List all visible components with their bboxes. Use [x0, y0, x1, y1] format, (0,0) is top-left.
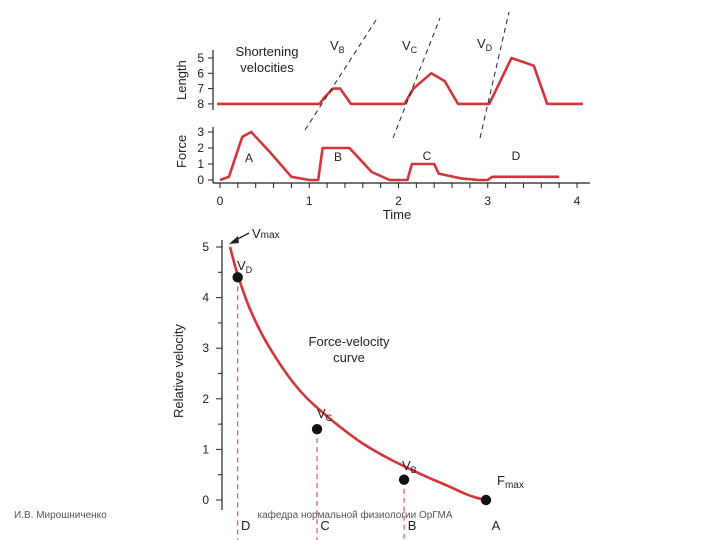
force-y-tick-label: 3: [197, 125, 204, 139]
fv-x-category-label: A: [492, 518, 501, 533]
force-x-tick-label: 1: [306, 194, 313, 208]
fv-x-category-label: C: [320, 518, 329, 533]
fv-y-tick-label: 2: [202, 392, 209, 406]
force-x-tick-label: 3: [484, 194, 491, 208]
fv-x-category-label: D: [241, 518, 250, 533]
length-axis-label: Length: [174, 60, 189, 100]
vc-velocity-label: VC: [402, 38, 418, 55]
vb-point-label: VB: [402, 458, 417, 475]
vb-tangent-line: [304, 16, 379, 131]
length-tick-label: 6: [197, 66, 204, 80]
length-ticks: 56 78: [197, 51, 213, 111]
fv-data-point: [311, 423, 323, 435]
force-velocity-panel: Relative velocity 0 1 2 3 4 5 D C B A Force-velo…: [171, 226, 524, 540]
length-panel-title-line2: velocities: [240, 60, 294, 75]
time-axis-label: Time: [383, 207, 411, 222]
length-tick-label: 8: [197, 97, 204, 111]
segment-label-b: B: [334, 150, 342, 164]
fv-data-point: [232, 272, 243, 283]
fv-drop-lines: [237, 277, 405, 540]
vd-velocity-label: VD: [477, 36, 493, 53]
segment-label-c: C: [423, 149, 432, 163]
fv-data-point: [480, 494, 492, 506]
force-panel: Force 0 1 2 3 0 1 2 3 4 A B C D Time: [174, 125, 590, 222]
force-trace: [219, 130, 560, 182]
footer-department: кафедра нормальной физиологии ОрГМА: [258, 509, 453, 521]
fv-y-tick-label: 0: [202, 493, 209, 507]
force-y-tick-label: 0: [197, 173, 204, 187]
vb-velocity-label: VB: [330, 38, 345, 55]
force-x-tick-label: 2: [395, 194, 402, 208]
vc-tangent-line: [392, 17, 441, 139]
length-trace: [217, 56, 583, 106]
force-axis-label: Force: [174, 135, 189, 168]
force-y-tick-label: 1: [197, 157, 204, 171]
fv-y-tick-label: 5: [202, 240, 209, 254]
fv-y-tick-label: 4: [202, 291, 209, 305]
fv-x-category-label: B: [408, 518, 417, 533]
force-ticks: 0 1 2 3 0 1 2 3 4: [197, 125, 580, 208]
fv-y-tick-label: 3: [202, 341, 209, 355]
fv-title-line2: curve: [333, 350, 365, 365]
fv-ticks: 0 1 2 3 4 5: [202, 240, 222, 507]
fv-title-line1: Force-velocity: [309, 334, 390, 349]
length-tick-label: 7: [197, 82, 204, 96]
fv-y-tick-label: 1: [202, 442, 209, 456]
vd-point-label: VD: [237, 258, 253, 275]
vmax-label: Vmax: [252, 226, 280, 241]
vmax-arrow-head: [229, 236, 239, 244]
segment-label-d: D: [512, 149, 521, 163]
fv-data-point: [398, 474, 410, 485]
relative-velocity-axis-label: Relative velocity: [171, 324, 186, 418]
force-x-tick-label: 4: [574, 194, 581, 208]
segment-label-a: A: [245, 151, 253, 165]
force-x-tick-label: 0: [217, 194, 224, 208]
footer-author: И.В. Мирошниченко: [14, 510, 107, 521]
vd-tangent-line: [479, 11, 510, 139]
length-tick-label: 5: [197, 51, 204, 65]
vc-point-label: VC: [317, 406, 333, 423]
length-panel-title-line1: Shortening: [236, 44, 299, 59]
fmax-point-label: Fmax: [497, 473, 524, 491]
force-velocity-curve: [228, 246, 487, 502]
force-y-tick-label: 2: [197, 141, 204, 155]
